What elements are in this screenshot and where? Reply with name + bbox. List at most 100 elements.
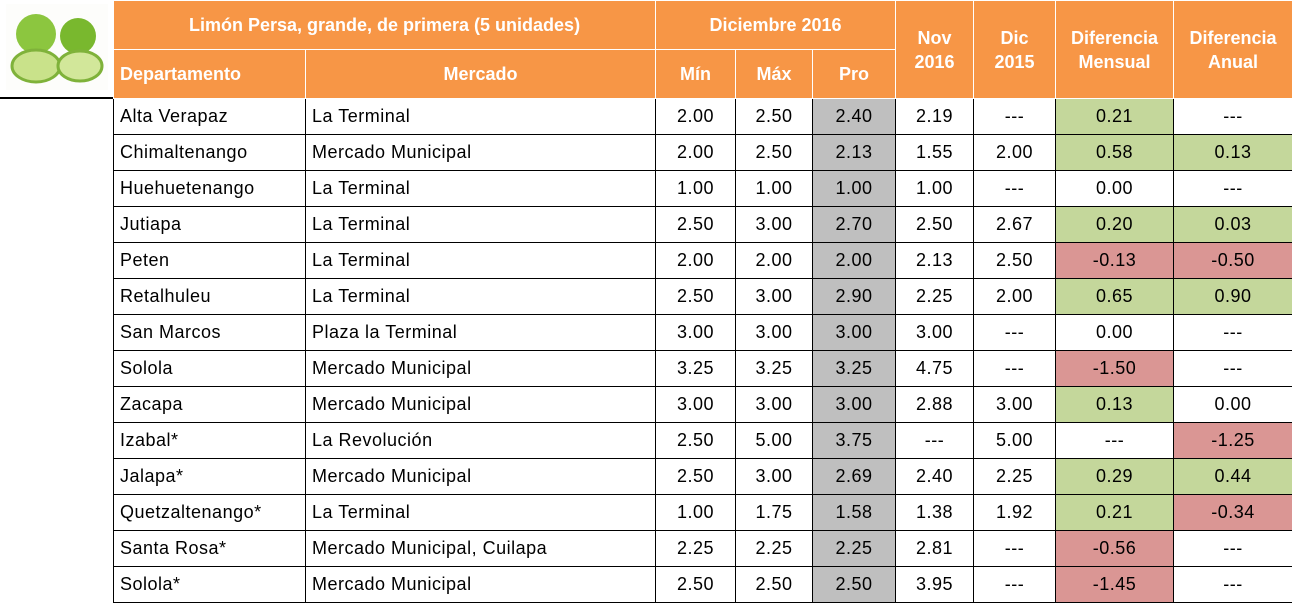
table-cell: 2.00	[974, 279, 1056, 315]
table-cell: Mercado Municipal, Cuilapa	[306, 531, 656, 567]
table-cell: 0.44	[1174, 459, 1292, 495]
table-cell: 2.25	[656, 531, 736, 567]
table-cell: 2.00	[656, 135, 736, 171]
table-cell: 2.88	[896, 387, 974, 423]
table-cell: 1.00	[736, 171, 813, 207]
table-cell: 2.25	[896, 279, 974, 315]
table-cell: Mercado Municipal	[306, 459, 656, 495]
column-header: Pro	[813, 50, 896, 99]
table-cell: 2.00	[813, 243, 896, 279]
table-cell: 2.25	[736, 531, 813, 567]
table-cell: 2.25	[974, 459, 1056, 495]
table-cell: 1.00	[656, 171, 736, 207]
table-cell: 0.65	[1056, 279, 1174, 315]
column-header: Dic 2015	[974, 1, 1056, 99]
lime	[16, 14, 56, 54]
lime-half	[58, 51, 102, 81]
lime	[60, 18, 96, 54]
table-cell: 2.81	[896, 531, 974, 567]
table-title: Limón Persa, grande, de primera (5 unida…	[114, 1, 656, 50]
table-cell: 1.00	[813, 171, 896, 207]
table-cell: 1.00	[656, 495, 736, 531]
table-cell: La Terminal	[306, 99, 656, 135]
column-header: Diferencia Mensual	[1056, 1, 1174, 99]
table-cell: 2.00	[736, 243, 813, 279]
table-cell: ---	[1174, 567, 1292, 603]
table-cell: ---	[1056, 423, 1174, 459]
table-cell: 0.21	[1056, 99, 1174, 135]
table-cell: Jutiapa	[114, 207, 306, 243]
table-cell: 1.55	[896, 135, 974, 171]
table-cell: 4.75	[896, 351, 974, 387]
table-cell: Jalapa*	[114, 459, 306, 495]
table-cell: Mercado Municipal	[306, 387, 656, 423]
table-cell: Solola	[114, 351, 306, 387]
table-cell: 1.92	[974, 495, 1056, 531]
table-cell: Plaza la Terminal	[306, 315, 656, 351]
table-cell: 3.25	[736, 351, 813, 387]
table-cell: 1.58	[813, 495, 896, 531]
table-cell: 0.00	[1056, 315, 1174, 351]
header-row: Limón Persa, grande, de primera (5 unida…	[114, 1, 1292, 50]
table-cell: ---	[974, 171, 1056, 207]
table-cell: ---	[974, 567, 1056, 603]
table-cell: -1.25	[1174, 423, 1292, 459]
table-cell: 3.00	[736, 387, 813, 423]
table-cell: ---	[974, 351, 1056, 387]
table-cell: 0.00	[1174, 387, 1292, 423]
table-cell: 2.13	[896, 243, 974, 279]
column-header-text: Diferencia Mensual	[1071, 26, 1158, 74]
table-cell: Alta Verapaz	[114, 99, 306, 135]
table-cell: 2.50	[656, 567, 736, 603]
table-cell: 0.21	[1056, 495, 1174, 531]
price-table: Limón Persa, grande, de primera (5 unida…	[113, 0, 1292, 603]
table-cell: La Terminal	[306, 207, 656, 243]
lime-half	[12, 50, 60, 82]
table-cell: 2.50	[656, 207, 736, 243]
table-cell: -1.50	[1056, 351, 1174, 387]
table-cell: 3.25	[813, 351, 896, 387]
table-cell: Solola*	[114, 567, 306, 603]
table-cell: Chimaltenango	[114, 135, 306, 171]
table-cell: 0.13	[1056, 387, 1174, 423]
table-cell: -0.13	[1056, 243, 1174, 279]
table-cell: Retalhuleu	[114, 279, 306, 315]
table-cell: 1.38	[896, 495, 974, 531]
table-cell: 2.50	[656, 423, 736, 459]
table-cell: 3.00	[736, 279, 813, 315]
column-header-text: Diferencia Anual	[1190, 26, 1277, 74]
column-header: Máx	[736, 50, 813, 99]
table-cell: 1.00	[896, 171, 974, 207]
table-header: Limón Persa, grande, de primera (5 unida…	[114, 1, 1292, 99]
table-cell: La Terminal	[306, 495, 656, 531]
table-cell: 0.03	[1174, 207, 1292, 243]
column-header-text: Dic 2015	[995, 26, 1035, 74]
table-cell: 3.00	[974, 387, 1056, 423]
table-cell: 3.00	[736, 207, 813, 243]
table-cell: 2.40	[813, 99, 896, 135]
lime-image	[6, 4, 108, 90]
table-cell: 3.00	[896, 315, 974, 351]
table-cell: ---	[1174, 99, 1292, 135]
table-cell: San Marcos	[114, 315, 306, 351]
table-cell: 2.50	[736, 567, 813, 603]
table-cell: 3.75	[813, 423, 896, 459]
table-cell: ---	[1174, 531, 1292, 567]
table-cell: -0.56	[1056, 531, 1174, 567]
table-cell: 3.95	[896, 567, 974, 603]
group-header: Diciembre 2016	[656, 1, 896, 50]
table-cell: 2.50	[813, 567, 896, 603]
table-cell: 2.50	[736, 99, 813, 135]
table-cell: La Terminal	[306, 279, 656, 315]
table-cell: -0.50	[1174, 243, 1292, 279]
table-cell: Mercado Municipal	[306, 135, 656, 171]
